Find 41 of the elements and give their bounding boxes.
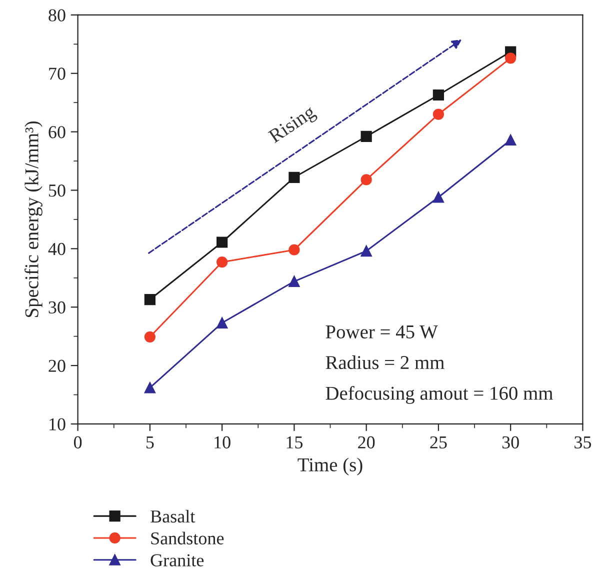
- legend-label: Basalt: [150, 510, 196, 523]
- annotation: Defocusing amout = 160 mm: [326, 386, 553, 404]
- point: [432, 108, 444, 120]
- y-tick-label: 50: [49, 184, 66, 197]
- y-tick-label: 70: [49, 68, 66, 80]
- point: [144, 294, 156, 306]
- y-tick-label: 80: [48, 9, 66, 22]
- point: [505, 134, 516, 146]
- legend-label: Sandstone: [151, 532, 224, 544]
- point: [288, 276, 300, 287]
- y-tick-label: 60: [48, 126, 66, 138]
- x-tick-label: 0: [74, 436, 82, 448]
- annotation: Power = 45 W: [326, 325, 438, 339]
- x-tick-label: 5: [146, 436, 154, 448]
- legend-label: Granite: [150, 554, 204, 566]
- x-tick-label: 35: [574, 436, 592, 448]
- point: [288, 244, 300, 256]
- point: [144, 382, 156, 394]
- y-tick-label: 20: [48, 360, 66, 372]
- point: [216, 236, 228, 248]
- point: [216, 256, 228, 268]
- point: [432, 192, 444, 203]
- x-tick-label: 20: [358, 436, 375, 448]
- x-tick-label: 15: [286, 436, 303, 448]
- point: [144, 331, 156, 342]
- point: [288, 172, 300, 183]
- point: [216, 317, 228, 328]
- y-axis-title: Specific energy (kJ/mm³): [24, 121, 42, 318]
- x-tick-label: 25: [430, 436, 447, 448]
- x-tick-label: 10: [214, 436, 230, 448]
- y-tick-label: 40: [48, 242, 66, 256]
- point: [505, 52, 516, 64]
- x-tick-label: 30: [502, 436, 519, 448]
- y-tick-label: 30: [48, 301, 66, 314]
- point: [432, 89, 444, 101]
- annotation: Radius = 2 mm: [326, 355, 444, 370]
- x-axis-title: Time (s): [298, 458, 362, 476]
- point: [360, 245, 372, 257]
- point: [360, 130, 372, 142]
- point: [360, 174, 372, 186]
- y-tick-label: 10: [50, 418, 66, 430]
